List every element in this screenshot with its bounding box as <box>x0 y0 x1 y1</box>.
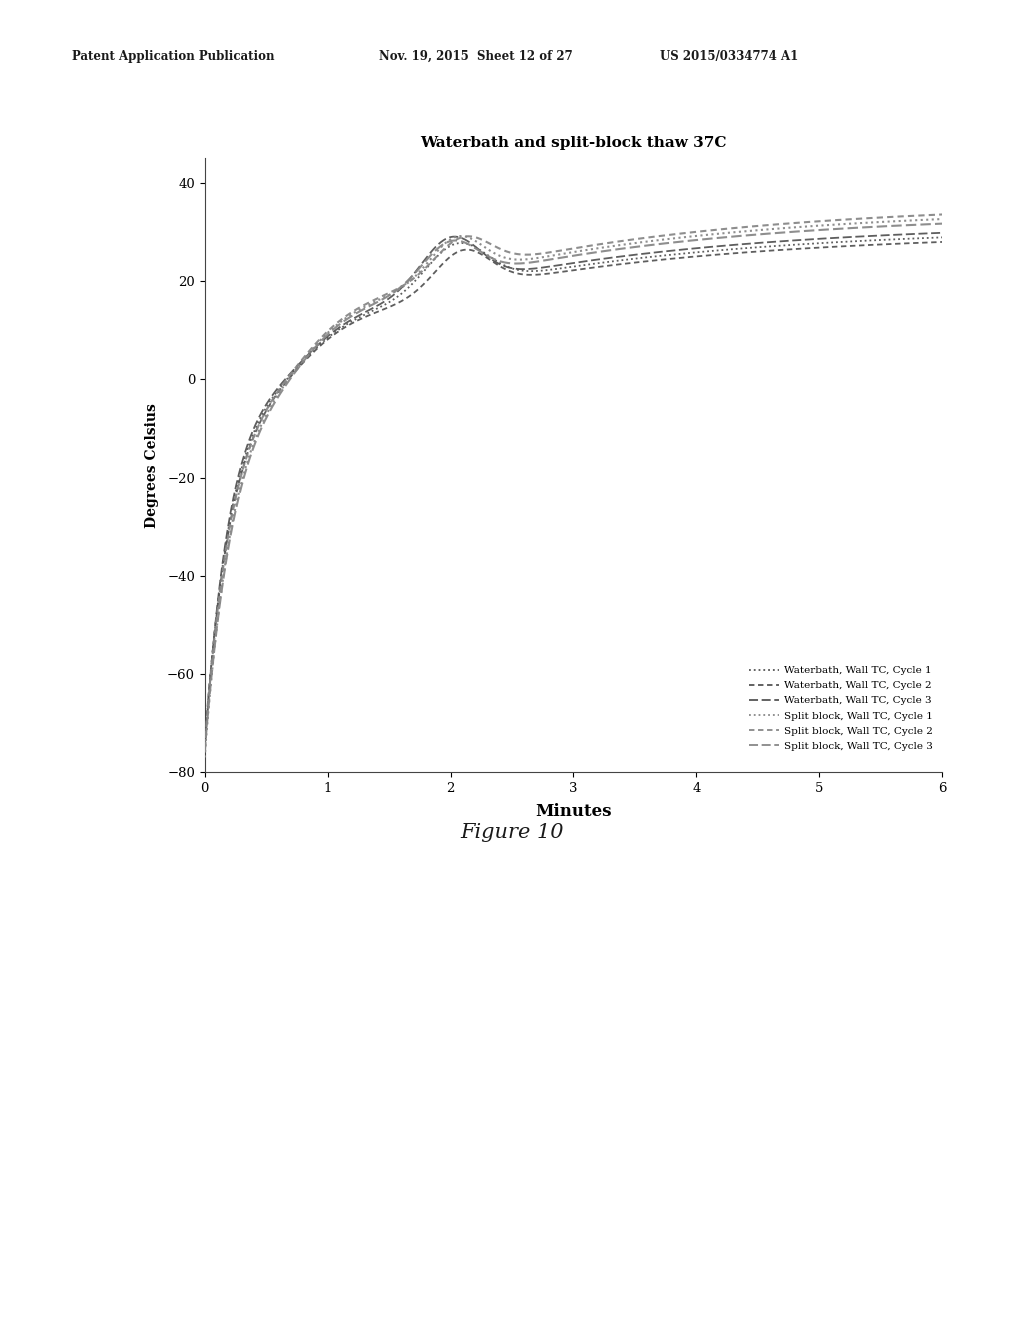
Legend: Waterbath, Wall TC, Cycle 1, Waterbath, Wall TC, Cycle 2, Waterbath, Wall TC, Cy: Waterbath, Wall TC, Cycle 1, Waterbath, … <box>745 663 937 755</box>
Y-axis label: Degrees Celsius: Degrees Celsius <box>144 403 159 528</box>
Text: Figure 10: Figure 10 <box>460 824 564 842</box>
Text: US 2015/0334774 A1: US 2015/0334774 A1 <box>660 50 799 63</box>
Text: Nov. 19, 2015  Sheet 12 of 27: Nov. 19, 2015 Sheet 12 of 27 <box>379 50 572 63</box>
Title: Waterbath and split-block thaw 37C: Waterbath and split-block thaw 37C <box>420 136 727 150</box>
X-axis label: Minutes: Minutes <box>536 804 611 820</box>
Text: Patent Application Publication: Patent Application Publication <box>72 50 274 63</box>
